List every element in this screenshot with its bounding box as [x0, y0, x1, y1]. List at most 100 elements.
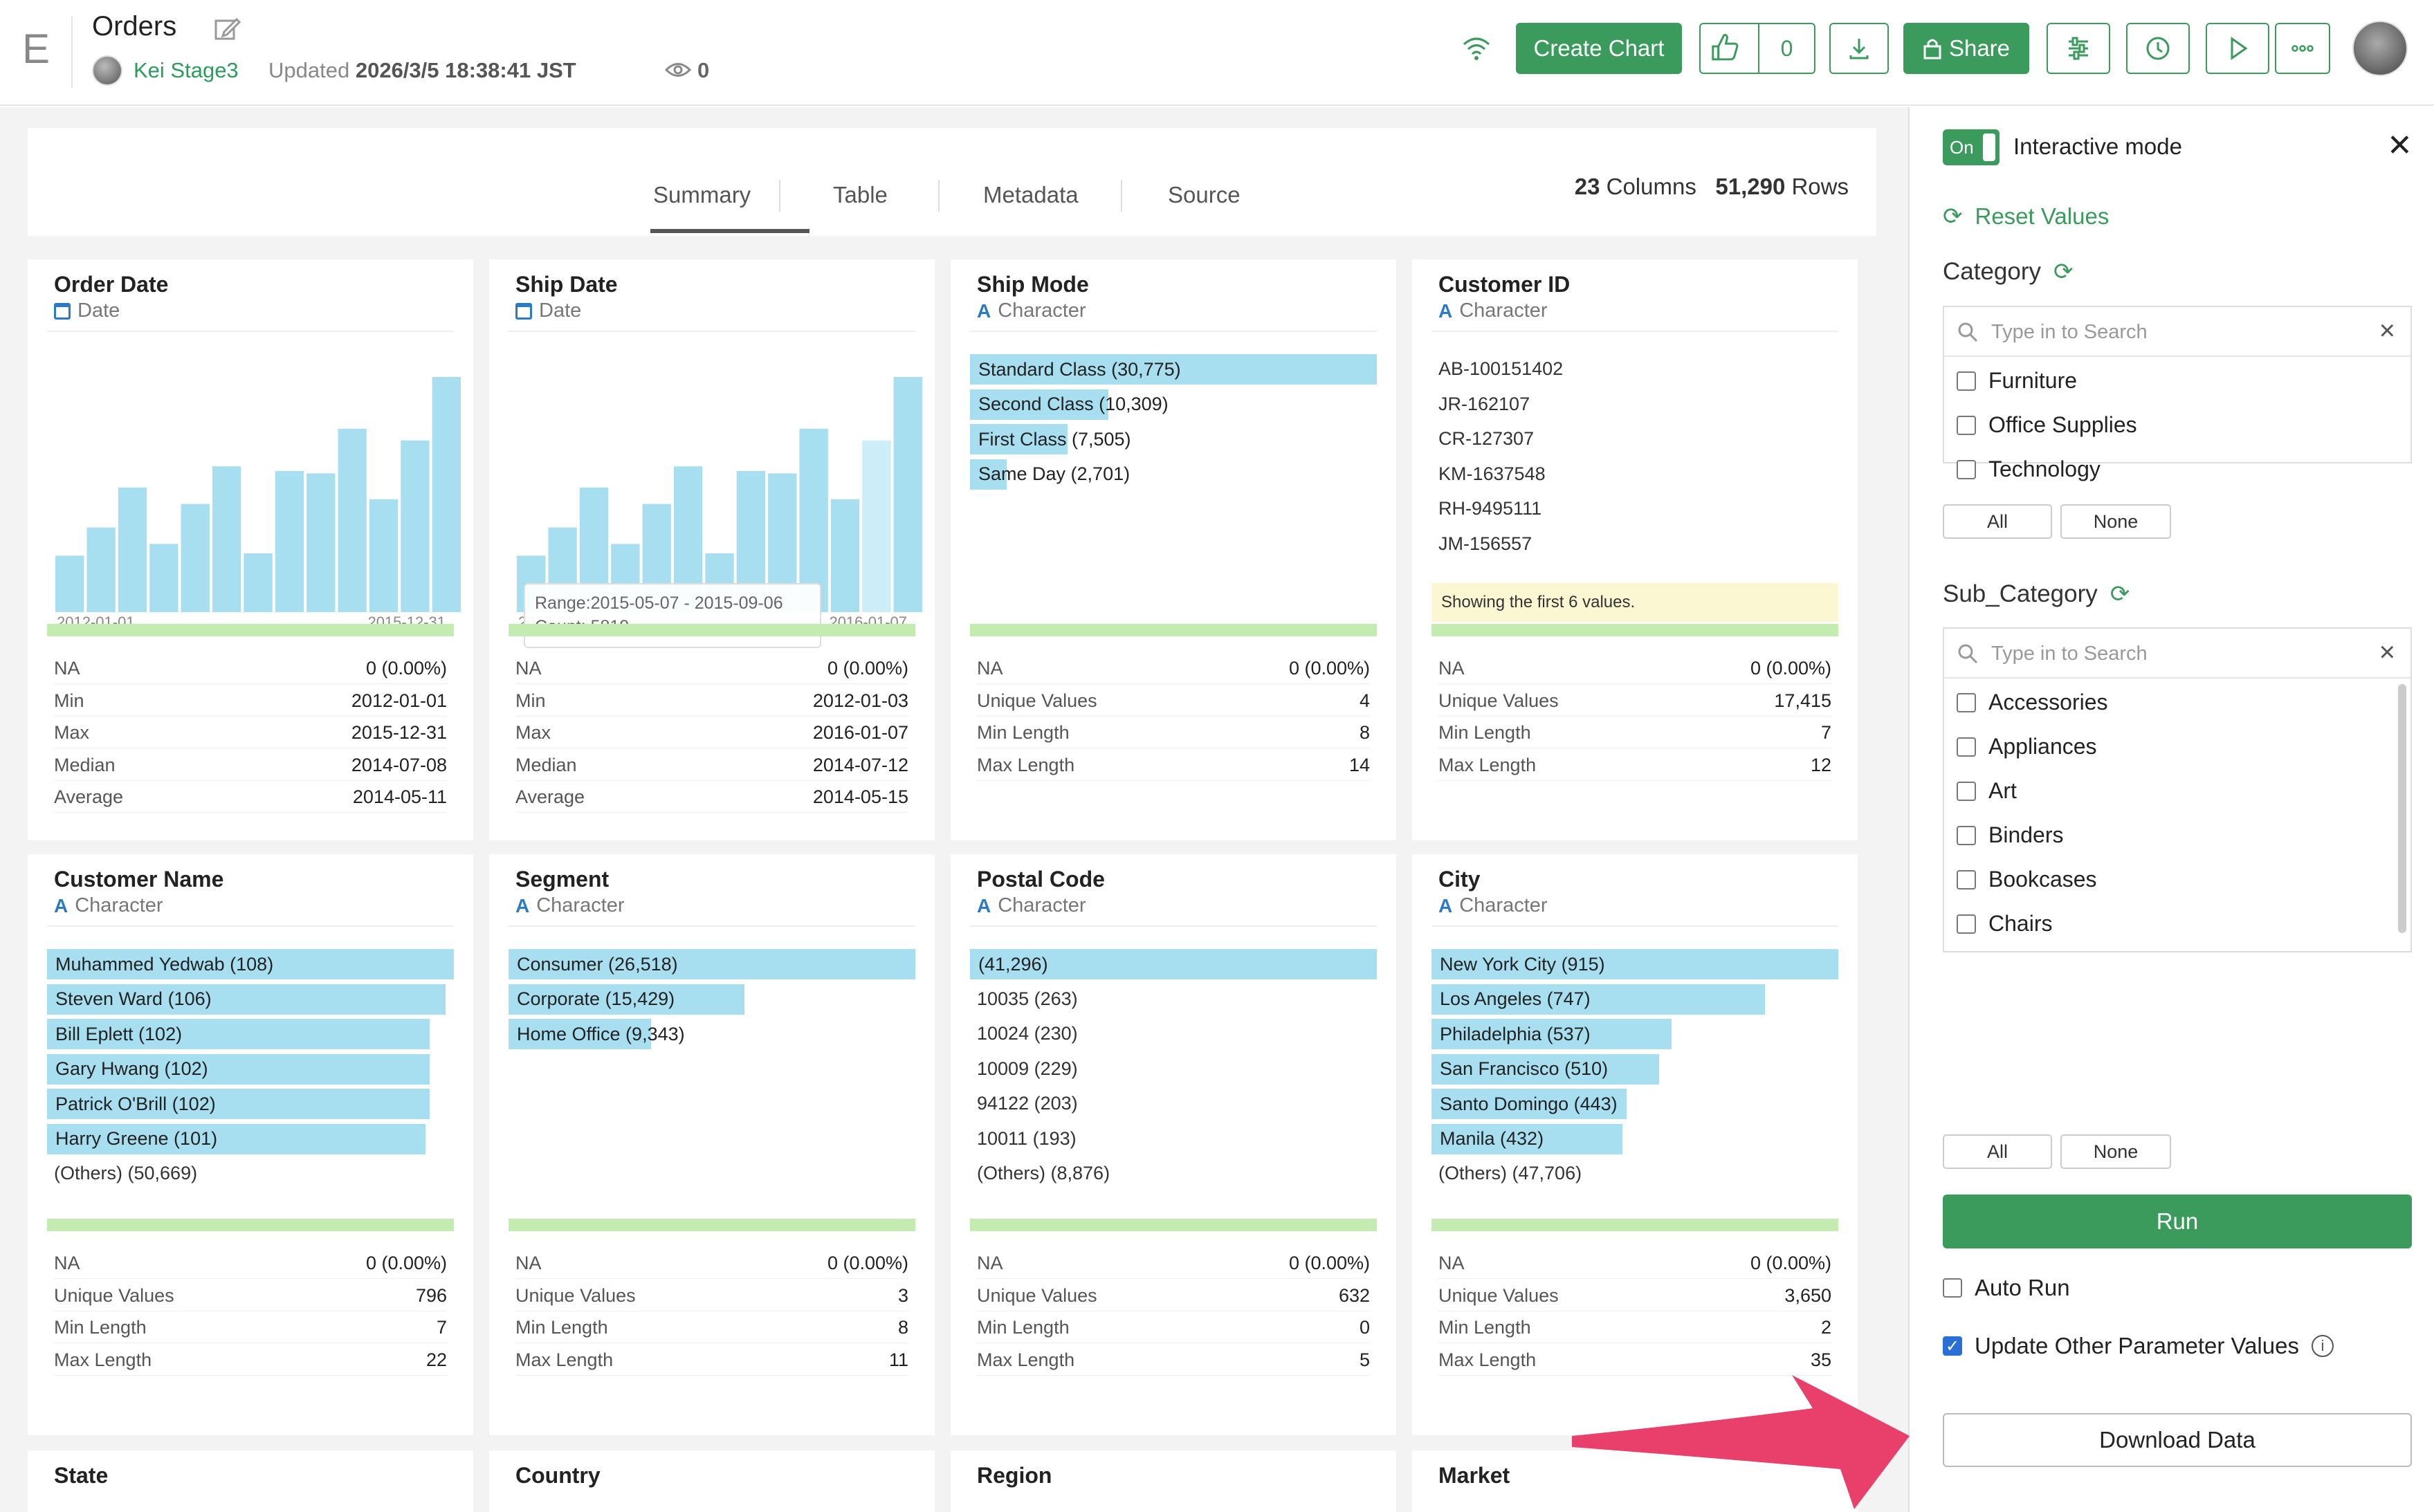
subcategory-all-button[interactable]: All	[1943, 1134, 2052, 1169]
value-bar[interactable]: Consumer (26,518)	[509, 949, 915, 979]
update-other-checkbox[interactable]: ✓	[1943, 1336, 1962, 1356]
histogram-bar[interactable]	[830, 499, 860, 612]
schedule-button[interactable]	[2126, 23, 2190, 74]
histogram-bar[interactable]	[275, 471, 304, 612]
close-panel-button[interactable]: ✕	[2387, 129, 2413, 163]
update-other-option[interactable]: ✓ Update Other Parameter Values i	[1943, 1333, 2334, 1359]
tab-metadata[interactable]: Metadata	[983, 182, 1079, 208]
value-bar[interactable]: Los Angeles (747)	[1431, 984, 1766, 1015]
histogram[interactable]	[515, 374, 924, 612]
info-icon[interactable]: i	[2311, 1335, 2334, 1357]
run-button[interactable]	[2206, 23, 2269, 74]
histogram-bar[interactable]	[893, 377, 922, 612]
category-all-button[interactable]: All	[1943, 504, 2052, 539]
subcategory-search[interactable]: Type in to Search ×	[1944, 629, 2410, 679]
option-checkbox[interactable]	[1957, 914, 1976, 934]
histogram-bar[interactable]	[212, 466, 241, 612]
histogram-bar[interactable]	[401, 440, 430, 612]
filter-option[interactable]: Bookcases	[1957, 867, 2097, 892]
option-checkbox[interactable]	[1957, 692, 1976, 712]
tab-source[interactable]: Source	[1168, 182, 1241, 208]
stat-label: Min	[54, 690, 84, 711]
histogram-bar[interactable]	[432, 377, 461, 612]
value-bar[interactable]: Steven Ward (106)	[47, 984, 446, 1015]
app-logo[interactable]: E	[22, 26, 51, 72]
value-bar[interactable]: (41,296)	[970, 949, 1377, 979]
category-search[interactable]: Type in to Search ×	[1944, 307, 2410, 357]
auto-run-option[interactable]: Auto Run	[1943, 1275, 2070, 1301]
wifi-icon[interactable]	[1461, 35, 1492, 62]
stat-row: Median 2014-07-12	[515, 749, 908, 781]
download-data-button[interactable]: Download Data	[1943, 1413, 2412, 1467]
value-bar[interactable]: San Francisco (510)	[1431, 1053, 1660, 1085]
subcategory-none-button[interactable]: None	[2060, 1134, 2171, 1169]
value-bar[interactable]: Patrick O'Brill (102)	[47, 1089, 430, 1119]
value-bar[interactable]: First Class (7,505)	[970, 424, 1131, 454]
parameters-button[interactable]	[2047, 23, 2110, 74]
share-button[interactable]: Share	[1903, 23, 2029, 74]
subcategory-refresh-icon[interactable]: ⟳	[2110, 581, 2130, 607]
histogram-bar[interactable]	[244, 553, 273, 612]
histogram-bar[interactable]	[799, 428, 828, 612]
option-checkbox[interactable]	[1957, 781, 1976, 801]
value-bar[interactable]: Second Class (10,309)	[970, 389, 1169, 420]
stat-label: Max Length	[977, 1349, 1075, 1370]
filter-option[interactable]: Art	[1957, 778, 2017, 804]
histogram-bar[interactable]	[369, 499, 399, 612]
filter-option[interactable]: Appliances	[1957, 734, 2097, 759]
option-checkbox[interactable]	[1957, 825, 1976, 845]
filter-option[interactable]: Chairs	[1957, 911, 2052, 937]
filter-option[interactable]: Binders	[1957, 822, 2064, 848]
edit-icon[interactable]	[213, 15, 241, 43]
account-avatar[interactable]	[2352, 21, 2408, 76]
like-button[interactable]: 0	[1699, 23, 1815, 74]
histogram-bar[interactable]	[55, 555, 84, 612]
value-bar[interactable]: Same Day (2,701)	[970, 459, 1130, 490]
option-checkbox[interactable]	[1957, 737, 1976, 757]
value-bar-label: First Class (7,505)	[978, 428, 1131, 450]
category-refresh-icon[interactable]: ⟳	[2053, 259, 2074, 285]
histogram-bar[interactable]	[306, 473, 336, 612]
histogram-bar[interactable]	[862, 440, 891, 612]
histogram-bar[interactable]	[149, 544, 179, 612]
filter-option[interactable]: Furniture	[1957, 368, 2077, 394]
value-bar[interactable]: Standard Class (30,775)	[970, 354, 1377, 385]
value-bar[interactable]: Corporate (15,429)	[509, 984, 745, 1015]
histogram-bar[interactable]	[118, 487, 147, 612]
value-bar[interactable]: Muhammed Yedwab (108)	[47, 949, 454, 979]
tab-table[interactable]: Table	[833, 182, 888, 208]
clear-search-icon[interactable]: ×	[2379, 637, 2395, 667]
auto-run-checkbox[interactable]	[1943, 1278, 1962, 1298]
user-avatar[interactable]	[92, 55, 122, 86]
option-checkbox[interactable]	[1957, 869, 1976, 889]
user-name-link[interactable]: Kei Stage3	[134, 58, 239, 82]
option-checkbox[interactable]	[1957, 415, 1976, 435]
reset-values-link[interactable]: ⟳ Reset Values	[1943, 203, 2109, 230]
value-bar[interactable]: Santo Domingo (443)	[1431, 1089, 1627, 1119]
value-bar[interactable]: Harry Greene (101)	[47, 1123, 426, 1154]
tab-summary[interactable]: Summary	[653, 182, 751, 208]
filter-option[interactable]: Accessories	[1957, 690, 2108, 715]
option-checkbox[interactable]	[1957, 371, 1976, 391]
histogram-bar[interactable]	[181, 504, 210, 612]
histogram-bar[interactable]	[86, 527, 116, 612]
download-button[interactable]	[1829, 23, 1889, 74]
value-bar[interactable]: Home Office (9,343)	[509, 1019, 685, 1049]
filter-option[interactable]: Office Supplies	[1957, 412, 2137, 438]
subcategory-scrollbar[interactable]	[2398, 684, 2406, 933]
clear-search-icon[interactable]: ×	[2379, 315, 2395, 346]
filter-option[interactable]: Technology	[1957, 457, 2101, 482]
value-bar[interactable]: Gary Hwang (102)	[47, 1053, 430, 1085]
option-checkbox[interactable]	[1957, 459, 1976, 479]
histogram[interactable]	[54, 374, 462, 612]
create-chart-button[interactable]: Create Chart	[1516, 23, 1682, 74]
histogram-bar[interactable]	[338, 428, 367, 612]
run-parameters-button[interactable]: Run	[1943, 1195, 2412, 1248]
more-button[interactable]	[2275, 23, 2330, 74]
category-none-button[interactable]: None	[2060, 504, 2171, 539]
interactive-mode-toggle[interactable]: On	[1943, 129, 2000, 165]
value-bar[interactable]: New York City (915)	[1431, 949, 1838, 979]
value-bar[interactable]: Philadelphia (537)	[1431, 1019, 1672, 1049]
value-bar[interactable]: Bill Eplett (102)	[47, 1019, 430, 1049]
value-bar[interactable]: Manila (432)	[1431, 1123, 1623, 1154]
